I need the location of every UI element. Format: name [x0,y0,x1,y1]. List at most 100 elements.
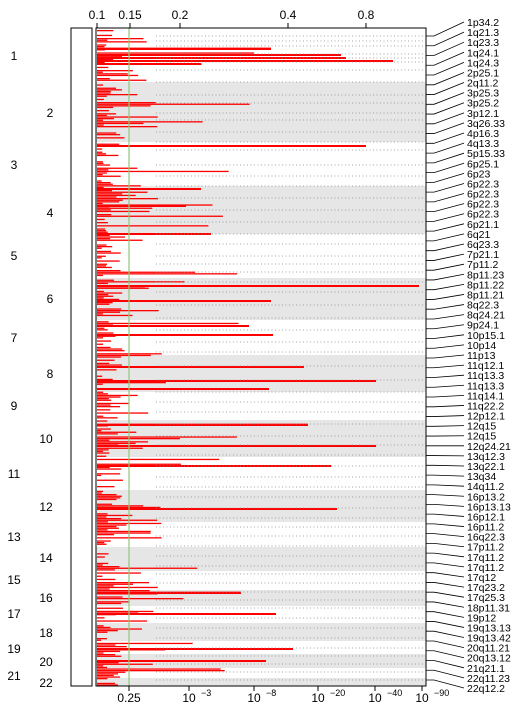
cytoband-connector [426,484,465,487]
cytoband-connector [426,503,465,507]
cnv-bar [97,473,121,475]
cnv-bar [97,380,376,382]
cytoband-connector [426,183,465,193]
cytoband-label: 11q13.3 [467,380,504,392]
cnv-bar [97,34,113,37]
cnv-bar [97,567,198,569]
chromosome-label: 10 [39,432,53,446]
cnv-bar [97,631,108,633]
cnv-bar [97,102,156,104]
chromosome-label: 16 [39,591,53,605]
cytoband-connector [426,213,465,222]
cnv-bar [97,180,102,182]
cytoband-connector [426,263,465,271]
cnv-bar [97,497,121,499]
cytoband-connector [426,630,465,638]
cnv-bar [97,562,109,565]
cnv-bar [97,530,151,533]
cytoband-label: 6q23.3 [467,239,499,251]
cnv-bar [97,486,115,488]
cnv-bar [97,279,114,281]
cytoband-connector [426,582,465,588]
cnv-bar [97,393,108,395]
cnv-bar [97,60,393,62]
cnv-bar [97,607,124,609]
cytoband-label: 11p13 [467,350,496,362]
bottom-tick-exponent: −3 [201,688,211,698]
top-tick-label: 0.4 [280,8,297,22]
cnv-bar [97,628,142,630]
cnv-bar [97,670,225,672]
cnv-bar [97,617,105,619]
cnv-bar [97,41,147,43]
cytoband-connector [426,142,465,154]
cnv-bar [97,281,185,283]
cnv-bar [97,586,158,589]
cnv-bar [97,442,136,445]
bottom-tick-label: 0.25 [117,691,141,705]
cnv-bar [97,438,180,440]
cytoband-connector [426,562,465,568]
cnv-bar [97,569,115,571]
cytoband-connector [426,374,465,378]
cnv-bar [97,417,118,419]
cytoband-label: 22q12.2 [467,683,505,695]
cnv-bar [97,388,269,390]
cytoband-connector [426,494,465,497]
cnv-bar [97,87,116,89]
cnv-bar [97,202,103,205]
cnv-bar [97,648,293,650]
cnv-bar [97,445,376,447]
cytoband-connector [426,233,465,242]
cnv-bar [97,246,113,248]
cnv-bar [97,214,112,216]
cnv-bar [97,518,122,520]
cnv-bar [97,193,123,195]
cytoband-connector [426,243,465,252]
cytoband-connector [426,102,465,115]
cnv-bar [97,673,119,675]
cnv-bar [97,350,125,352]
cnv-bar [97,191,148,193]
cnv-bar [97,447,143,449]
cnv-bar [97,575,103,577]
chromosome-label: 7 [11,331,18,345]
cnv-bar [97,654,116,656]
cytoband-connector [426,92,465,105]
cytoband-connector [426,334,465,339]
cytoband-label: 6p23 [467,168,491,180]
cnv-bar [97,255,106,257]
cytoband-connector [426,611,465,618]
cytoband-connector [426,193,465,203]
cytoband-connector [426,542,465,548]
cytoband-connector [426,572,465,578]
cnv-bar [97,674,114,677]
cytoband-label: 12p12.1 [467,411,505,423]
cnv-bar [97,282,109,285]
cytoband-connector [426,203,465,213]
chromosome-label: 5 [11,249,18,263]
bottom-tick-label: 10 [311,691,325,705]
bottom-axis: 0.25 10 −3 10 −8 10 −20 10 −40 10 −90 [117,686,449,705]
cnv-bar [97,186,104,189]
cnv-bar [97,73,128,75]
cnv-bar [97,337,104,339]
cnv-bar [97,684,118,686]
top-axis: 0.1 0.15 0.2 0.4 0.8 [89,8,375,28]
cytoband-connector [426,384,465,388]
cnv-bar [97,652,104,654]
cnv-bar [97,71,103,73]
cnv-bar [97,84,103,86]
cnv-bar [97,399,112,401]
bottom-tick-exponent: −90 [434,688,449,698]
cnv-bar [97,66,109,69]
cnv-bar [97,148,103,150]
cnv-bar [97,329,108,331]
cnv-bar [97,311,121,313]
cnv-bar [97,151,103,153]
cytoband-connector [426,273,465,281]
cnv-bar [97,383,103,385]
cnv-bar [97,348,123,350]
cytoband-connector [426,394,465,398]
